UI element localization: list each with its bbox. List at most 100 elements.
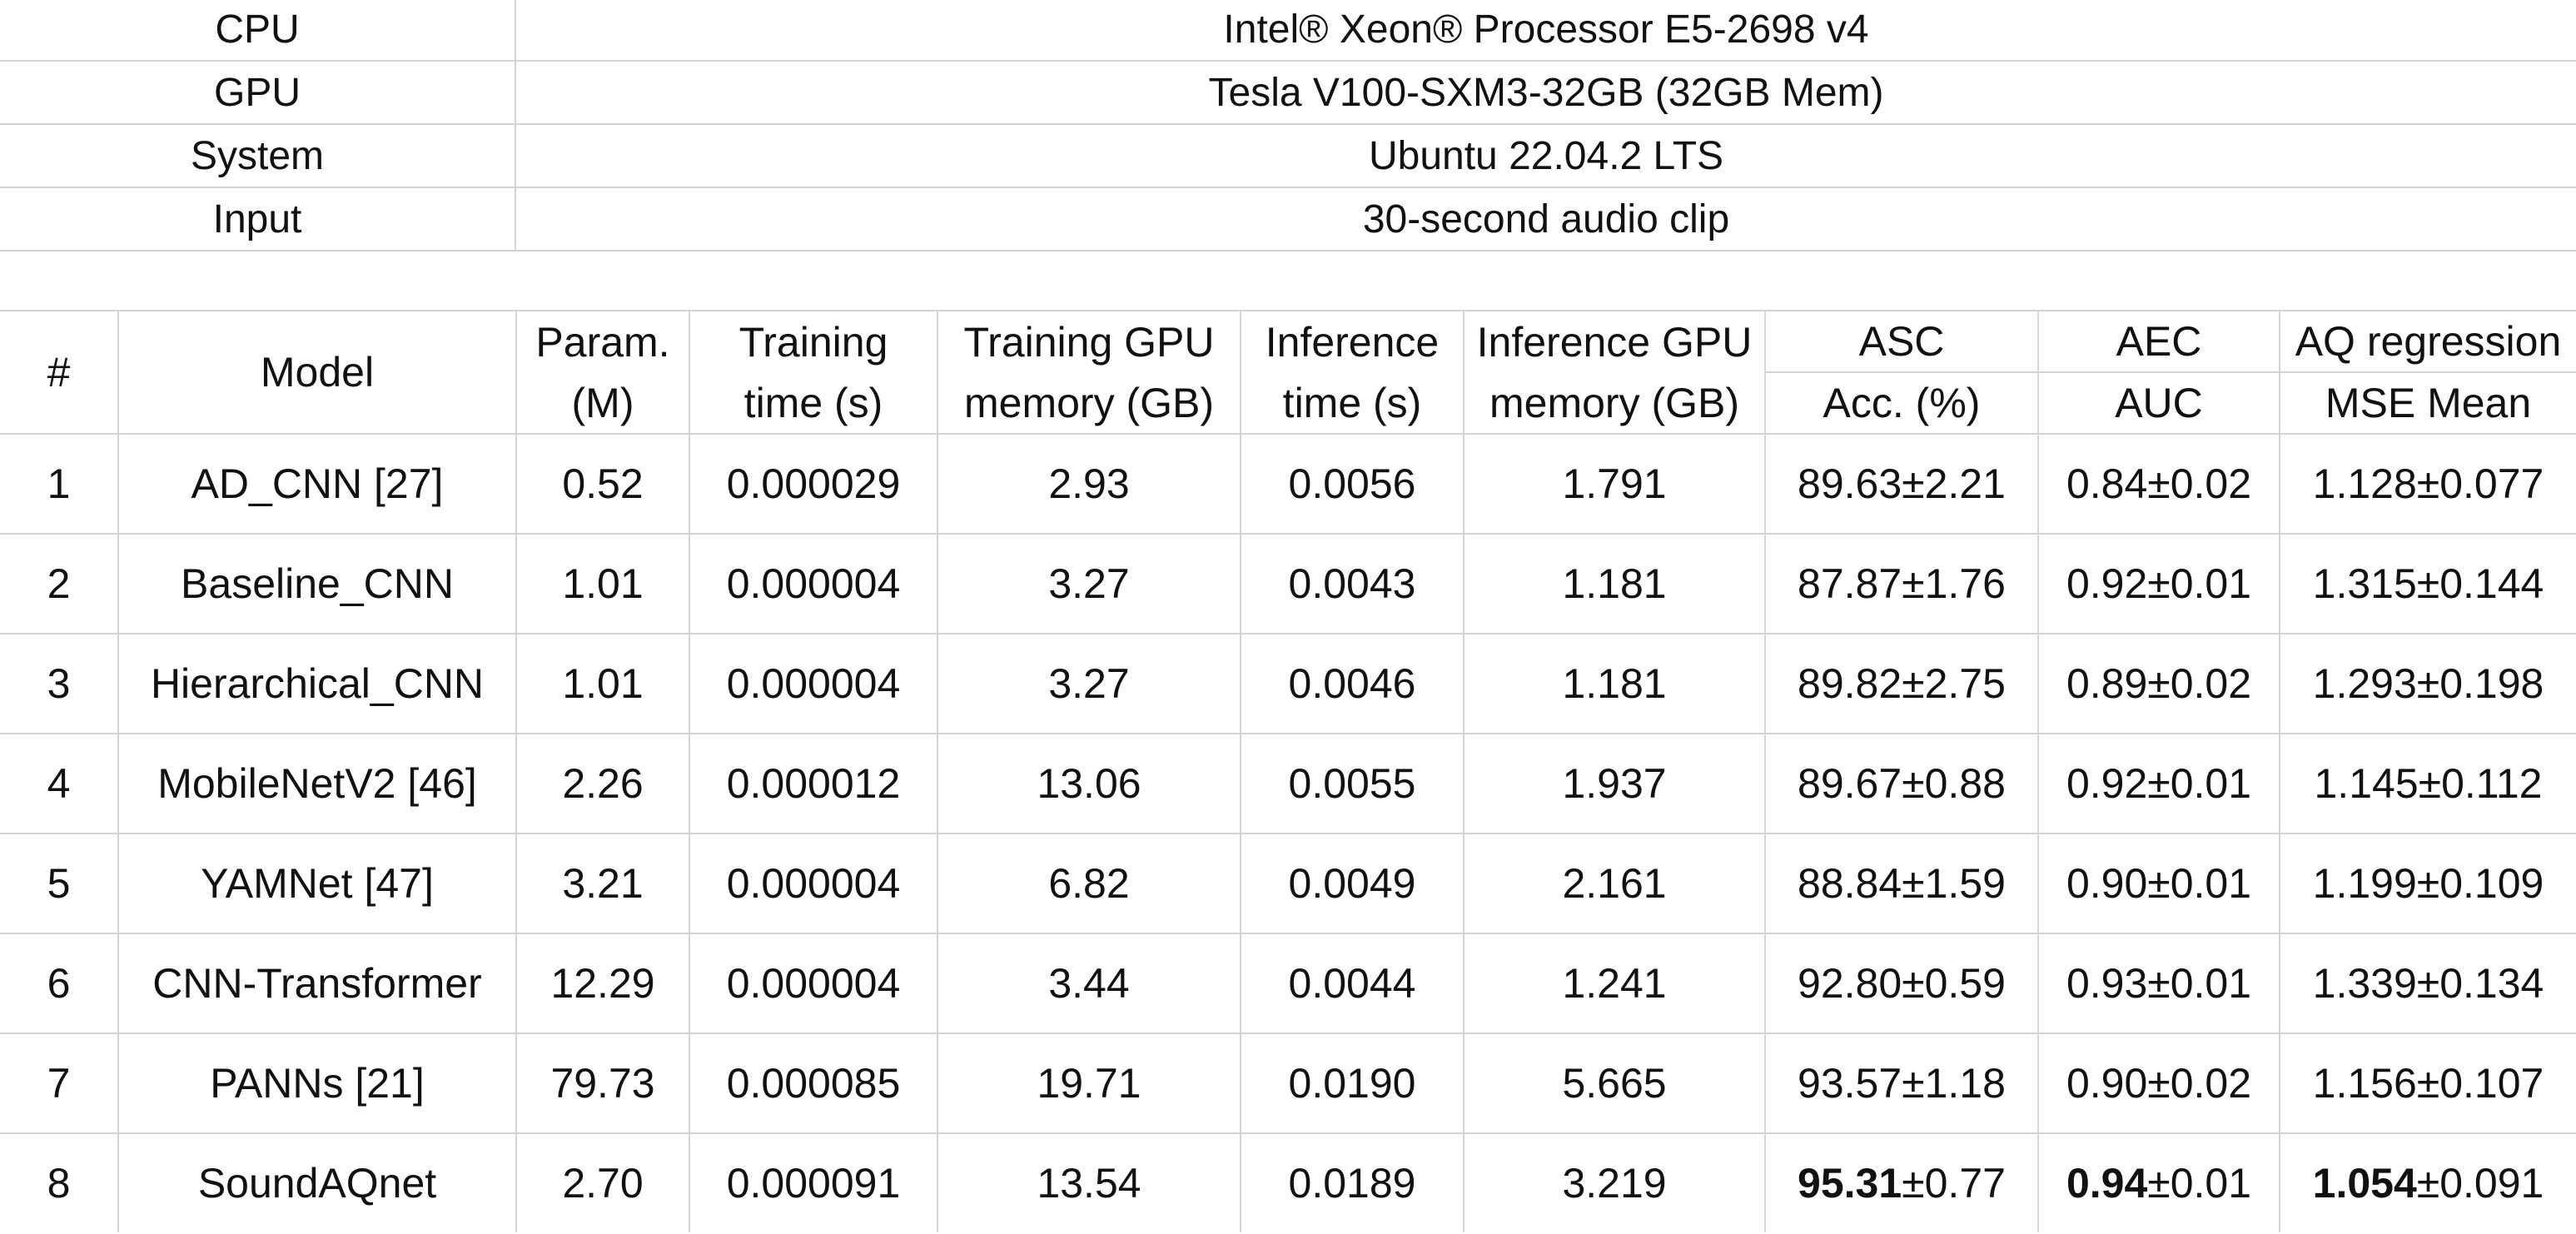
cell-inference-time: 0.0189 — [1240, 1132, 1465, 1232]
cell-num: 8 — [0, 1132, 119, 1232]
table-row: 7 PANNs [21] 79.73 0.000085 19.71 0.0190 5.665… — [0, 1032, 2576, 1134]
cell-training-time: 0.000004 — [689, 833, 938, 934]
cell-aq: 1.145±0.112 — [2279, 733, 2576, 834]
spec-label: GPU — [0, 60, 516, 125]
cell-inference-time: 0.0056 — [1240, 433, 1465, 535]
cell-num: 2 — [0, 533, 119, 634]
cell-aec: 0.92±0.01 — [2037, 533, 2280, 634]
spec-label: CPU — [0, 0, 516, 62]
model-results-table: # Model Param. Training Training GPU Inf… — [0, 310, 2576, 1232]
hardware-spec-table: CPU Intel® Xeon® Processor E5-2698 v4 GPU T… — [0, 0, 2576, 251]
header-aec: AEC — [2037, 310, 2280, 373]
cell-num: 3 — [0, 633, 119, 734]
cell-aec: 0.89±0.02 — [2037, 633, 2280, 734]
cell-inference-memory: 5.665 — [1463, 1032, 1766, 1134]
cell-inference-time: 0.0046 — [1240, 633, 1465, 734]
cell-training-time: 0.000004 — [689, 533, 938, 634]
cell-asc: 89.63±2.21 — [1764, 433, 2039, 535]
cell-aq-best: 1.054 — [2312, 1160, 2417, 1207]
cell-aec: 0.90±0.01 — [2037, 833, 2280, 934]
cell-model: Baseline_CNN — [117, 533, 517, 634]
header-model: Model — [117, 310, 517, 435]
header-inference-time-unit: time (s) — [1240, 372, 1465, 435]
cell-aq: 1.128±0.077 — [2279, 433, 2576, 535]
spec-row: CPU Intel® Xeon® Processor E5-2698 v4 — [0, 0, 2576, 62]
table-row: 4 MobileNetV2 [46] 2.26 0.000012 13.06 0.0055… — [0, 733, 2576, 834]
cell-aq: 1.054±0.091 — [2279, 1132, 2576, 1232]
cell-aq: 1.339±0.134 — [2279, 933, 2576, 1034]
cell-aec-std: ±0.01 — [2147, 1160, 2252, 1207]
header-training-memory: Training GPU — [937, 310, 1241, 372]
header-param-unit: (M) — [516, 372, 690, 435]
cell-inference-memory: 2.161 — [1463, 833, 1766, 934]
table-row-soundaqnet: 8 SoundAQnet 2.70 0.000091 13.54 0.0189 … — [0, 1132, 2576, 1232]
header-inference-memory: Inference GPU — [1463, 310, 1766, 372]
header-training-memory-unit: memory (GB) — [937, 372, 1241, 435]
cell-training-memory: 2.93 — [937, 433, 1241, 535]
spec-label: System — [0, 123, 516, 188]
spec-value: Intel® Xeon® Processor E5-2698 v4 — [515, 0, 2576, 62]
cell-training-memory: 13.54 — [937, 1132, 1241, 1232]
cell-training-memory: 6.82 — [937, 833, 1241, 934]
cell-num: 5 — [0, 833, 119, 934]
spec-row: GPU Tesla V100-SXM3-32GB (32GB Mem) — [0, 60, 2576, 125]
cell-param: 3.21 — [515, 833, 690, 934]
header-aq-metric: MSE Mean — [2279, 371, 2576, 435]
cell-aec: 0.92±0.01 — [2037, 733, 2280, 834]
cell-num: 1 — [0, 433, 119, 535]
cell-aec-best: 0.94 — [2066, 1160, 2148, 1207]
header-asc-metric: Acc. (%) — [1764, 371, 2039, 435]
cell-param: 12.29 — [515, 933, 690, 1034]
table-row: 1 AD_CNN [27] 0.52 0.000029 2.93 0.0056 1.791 8… — [0, 433, 2576, 535]
cell-inference-memory: 1.241 — [1463, 933, 1766, 1034]
cell-aq: 1.156±0.107 — [2279, 1032, 2576, 1134]
cell-inference-memory: 3.219 — [1463, 1132, 1766, 1232]
cell-inference-memory: 1.181 — [1463, 533, 1766, 634]
cell-model: SoundAQnet — [117, 1132, 517, 1232]
cell-inference-time: 0.0049 — [1240, 833, 1465, 934]
cell-inference-memory: 1.791 — [1463, 433, 1766, 535]
cell-model: YAMNet [47] — [117, 833, 517, 934]
header-asc: ASC — [1764, 310, 2039, 373]
cell-asc: 95.31±0.77 — [1764, 1132, 2039, 1232]
cell-num: 4 — [0, 733, 119, 834]
header-row-bottom: (M) time (s) memory (GB) time (s) memory… — [0, 371, 2576, 435]
cell-model: CNN-Transformer — [117, 933, 517, 1034]
cell-asc: 89.82±2.75 — [1764, 633, 2039, 734]
header-inference-time: Inference — [1240, 310, 1465, 372]
header-aec-metric: AUC — [2037, 371, 2280, 435]
cell-aq: 1.293±0.198 — [2279, 633, 2576, 734]
cell-aq: 1.315±0.144 — [2279, 533, 2576, 634]
cell-num: 6 — [0, 933, 119, 1034]
header-row-top: # Model Param. Training Training GPU Inf… — [0, 310, 2576, 435]
cell-training-time: 0.000004 — [689, 633, 938, 734]
cell-aec: 0.93±0.01 — [2037, 933, 2280, 1034]
cell-aec: 0.90±0.02 — [2037, 1032, 2280, 1134]
table-row: 6 CNN-Transformer 12.29 0.000004 3.44 0.0044 1… — [0, 933, 2576, 1034]
cell-inference-memory: 1.937 — [1463, 733, 1766, 834]
table-row: 2 Baseline_CNN 1.01 0.000004 3.27 0.0043 1.181… — [0, 533, 2576, 634]
cell-aq-std: ±0.091 — [2416, 1160, 2544, 1207]
spec-label: Input — [0, 187, 516, 251]
cell-model: MobileNetV2 [46] — [117, 733, 517, 834]
cell-model: AD_CNN [27] — [117, 433, 517, 535]
cell-asc: 88.84±1.59 — [1764, 833, 2039, 934]
cell-training-memory: 3.27 — [937, 633, 1241, 734]
cell-inference-time: 0.0055 — [1240, 733, 1465, 834]
cell-param: 2.26 — [515, 733, 690, 834]
cell-training-memory: 13.06 — [937, 733, 1241, 834]
cell-training-time: 0.000091 — [689, 1132, 938, 1232]
spec-value: Tesla V100-SXM3-32GB (32GB Mem) — [515, 60, 2576, 125]
header-inference-memory-unit: memory (GB) — [1463, 372, 1766, 435]
cell-inference-memory: 1.181 — [1463, 633, 1766, 734]
cell-inference-time: 0.0043 — [1240, 533, 1465, 634]
cell-aq: 1.199±0.109 — [2279, 833, 2576, 934]
cell-inference-time: 0.0190 — [1240, 1032, 1465, 1134]
header-param: Param. — [515, 310, 690, 372]
cell-asc: 89.67±0.88 — [1764, 733, 2039, 834]
table-row: 5 YAMNet [47] 3.21 0.000004 6.82 0.0049 2.161 8… — [0, 833, 2576, 934]
header-num: # — [0, 310, 119, 435]
cell-num: 7 — [0, 1032, 119, 1134]
spec-value: 30-second audio clip — [515, 187, 2576, 251]
cell-model: Hierarchical_CNN — [117, 633, 517, 734]
